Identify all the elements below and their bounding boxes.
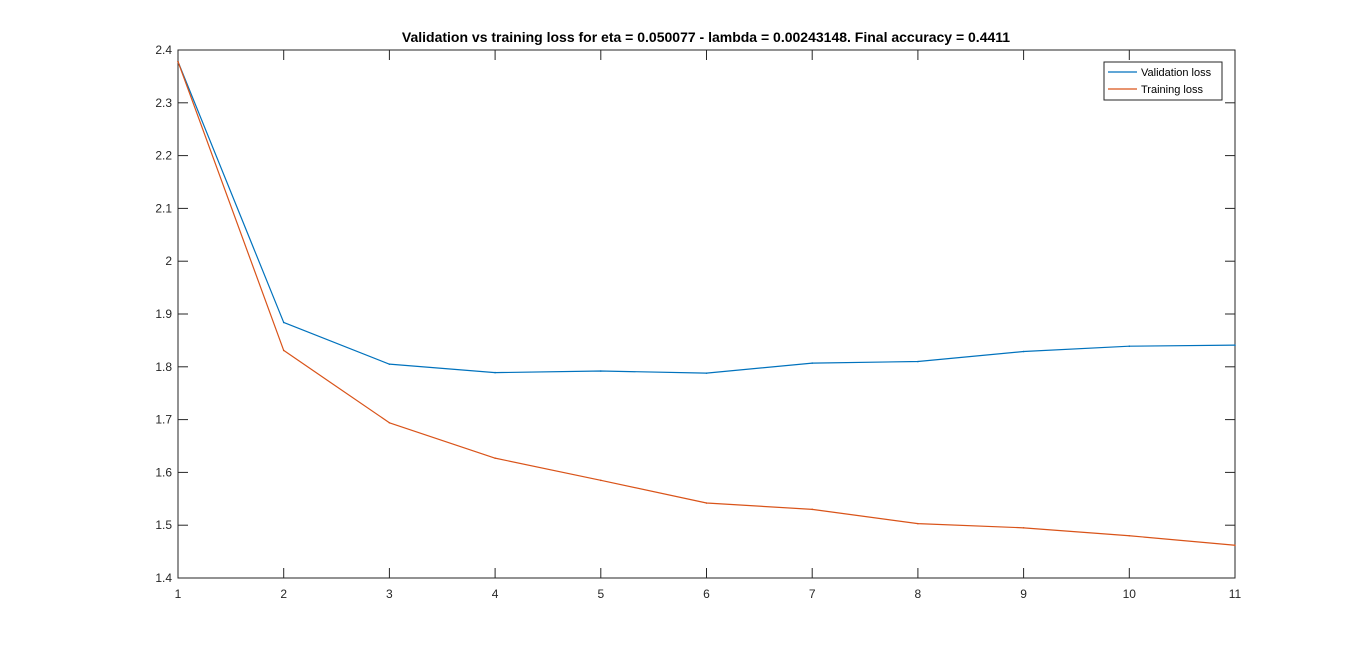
data-point-training-loss — [600, 479, 602, 482]
data-point-training-loss — [705, 502, 708, 504]
y-tick-label: 1.5 — [155, 518, 172, 532]
plot-area-box — [177, 49, 1236, 579]
legend-label: Validation loss — [1141, 67, 1212, 79]
data-point-training-loss — [177, 60, 179, 63]
x-tick-label: 5 — [597, 587, 604, 601]
y-tick-label: 2.4 — [155, 43, 172, 57]
data-point-validation-loss — [600, 370, 602, 372]
data-point-training-loss — [811, 508, 813, 511]
data-point-validation-loss — [282, 321, 285, 324]
data-point-validation-loss — [1234, 344, 1236, 346]
legend: Validation loss Training loss — [1103, 61, 1223, 101]
chart-title: Validation vs training loss for eta = 0.… — [402, 29, 1010, 45]
data-point-training-loss — [388, 421, 391, 424]
data-point-training-loss — [1128, 534, 1131, 537]
y-tick-label: 1.6 — [155, 465, 172, 479]
axes: 1 2 3 4 5 6 7 8 9 10 11 1.4 1.5 1.6 1.7 1.8 1.9 2 2.1 2.2 2.… — [155, 43, 1241, 601]
legend-box — [1103, 61, 1223, 101]
x-tick-label: 8 — [915, 587, 922, 601]
data-point-training-loss — [917, 522, 919, 525]
data-point-training-loss — [1022, 527, 1025, 529]
x-tick-label: 11 — [1229, 587, 1242, 601]
y-tick-label: 2.1 — [155, 201, 172, 215]
data-point-validation-loss — [494, 371, 496, 374]
x-tick-label: 10 — [1123, 587, 1137, 601]
x-tick-label: 4 — [492, 587, 499, 601]
x-tick-label: 6 — [703, 587, 710, 601]
y-tick-label: 2.3 — [155, 96, 172, 110]
data-point-validation-loss — [811, 362, 813, 364]
y-tick-label: 2.2 — [155, 149, 172, 163]
x-tick-label: 9 — [1020, 587, 1027, 601]
data-point-training-loss — [494, 457, 496, 459]
data-point-training-loss — [282, 349, 285, 352]
data-point-validation-loss — [1128, 345, 1131, 348]
y-tick-label: 1.7 — [155, 413, 172, 427]
data-point-validation-loss — [917, 360, 919, 363]
data-point-validation-loss — [705, 372, 708, 374]
x-tick-label: 7 — [809, 587, 816, 601]
plot-lines — [177, 60, 1236, 547]
y-tick-label: 1.9 — [155, 307, 172, 321]
x-tick-label: 3 — [386, 587, 393, 601]
y-tick-label: 1.4 — [155, 571, 172, 585]
y-tick-label: 1.8 — [155, 360, 172, 374]
y-tick-label: 2 — [165, 254, 172, 268]
x-tick-label: 1 — [175, 587, 182, 601]
legend-label: Training loss — [1141, 84, 1203, 96]
data-point-validation-loss — [1022, 350, 1025, 353]
data-point-validation-loss — [388, 363, 391, 365]
data-point-training-loss — [1234, 544, 1236, 547]
x-tick-label: 2 — [280, 587, 287, 601]
